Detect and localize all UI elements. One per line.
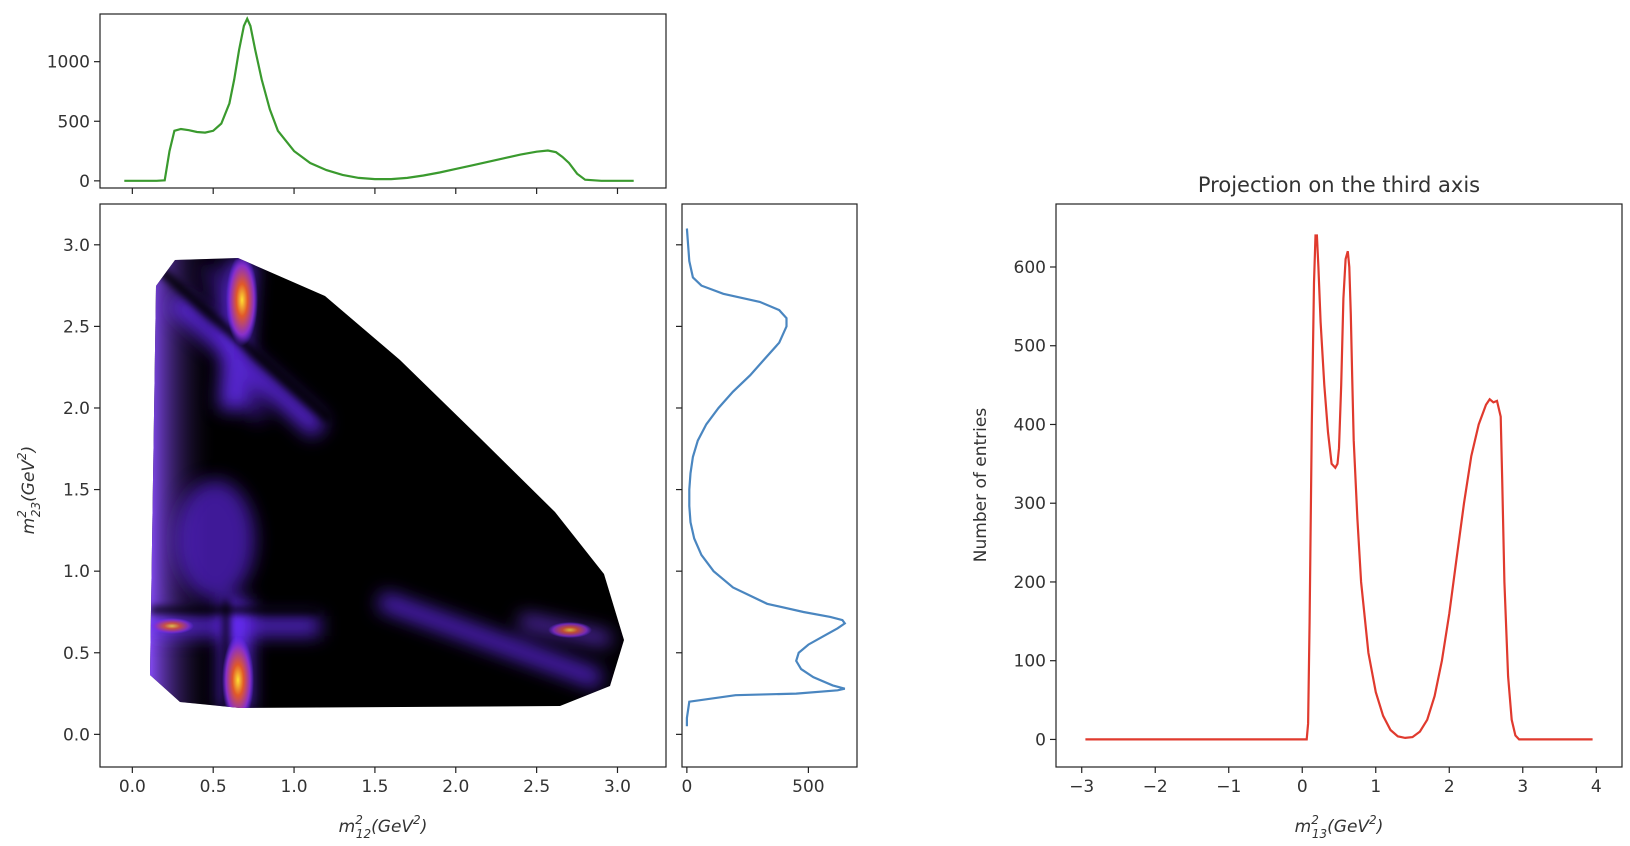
side-y-ticks — [676, 244, 682, 735]
x-tick-label: 500 — [792, 777, 824, 797]
y-tick-label: 500 — [58, 112, 90, 132]
third-axis-panel: Projection on the third axis 0 100 200 300 4… — [971, 173, 1623, 841]
x-tick-label: −1 — [1216, 777, 1241, 797]
x-tick-label: 3.0 — [604, 777, 631, 797]
y-tick-label: 1000 — [47, 53, 90, 73]
y-tick-label: 2.5 — [63, 317, 90, 337]
top-axes-frame — [99, 13, 667, 189]
y-tick-label: 2.0 — [63, 399, 90, 419]
top-projection-panel: 0 500 1000 — [47, 13, 667, 194]
y-tick-label: 500 — [1014, 337, 1046, 357]
band-diagonal-lower — [376, 591, 604, 689]
third-y-ticks: 0 100 200 300 400 500 600 — [1014, 258, 1056, 750]
dalitz-heatmap — [150, 258, 624, 708]
side-projection-panel: 0 500 — [676, 203, 858, 797]
dalitz-panel: 0.0 0.5 1.0 1.5 2.0 2.5 3.0 0.0 0.5 1.0 1.5 2.0 2.5… — [15, 203, 667, 841]
side-projection-line — [685, 228, 847, 727]
side-x-ticks: 0 500 — [681, 767, 825, 797]
x-tick-label: 0 — [681, 777, 692, 797]
x-tick-label: 1.5 — [361, 777, 388, 797]
band-left-middle — [175, 480, 255, 600]
dalitz-y-axis-label: m223(GeV2) — [15, 446, 43, 535]
x-tick-label: 0.0 — [119, 777, 146, 797]
x-tick-label: 1 — [1370, 777, 1381, 797]
hotspot-upper — [226, 258, 258, 346]
dalitz-x-ticks: 0.0 0.5 1.0 1.5 2.0 2.5 3.0 — [119, 767, 631, 797]
y-tick-label: 0 — [79, 172, 90, 192]
x-tick-label: 2 — [1444, 777, 1455, 797]
y-tick-label: 1.0 — [63, 562, 90, 582]
x-tick-label: −3 — [1069, 777, 1094, 797]
y-tick-label: 0.0 — [63, 725, 90, 745]
third-x-axis-label: m2 13(GeV2) — [1295, 813, 1384, 841]
hotspot-right — [548, 622, 592, 638]
x-tick-label: 4 — [1591, 777, 1602, 797]
x-tick-label: 3 — [1517, 777, 1528, 797]
top-projection-line — [124, 16, 634, 182]
third-x-ticks: −3 −2 −1 0 1 2 3 4 — [1069, 767, 1602, 797]
y-tick-label: 600 — [1014, 258, 1046, 278]
y-tick-label: 0 — [1035, 730, 1046, 750]
top-x-ticks — [131, 188, 619, 194]
dalitz-axes-frame — [99, 203, 667, 768]
y-tick-label: 300 — [1014, 494, 1046, 514]
x-tick-label: 2.5 — [523, 777, 550, 797]
x-tick-label: 0.5 — [200, 777, 227, 797]
band-upper-cross — [203, 262, 267, 423]
x-tick-label: −2 — [1143, 777, 1168, 797]
side-axes-frame — [681, 203, 858, 768]
hotspot-lower — [222, 636, 254, 708]
third-y-axis-label: Number of entries — [971, 408, 991, 563]
dalitz-x-axis-label: m2 12(GeV2) — [339, 813, 428, 841]
third-axes-frame — [1055, 203, 1623, 768]
y-tick-label: 100 — [1014, 652, 1046, 672]
dalitz-y-ticks: 0.0 0.5 1.0 1.5 2.0 2.5 3.0 — [63, 236, 100, 745]
third-projection-line — [1085, 234, 1593, 741]
x-tick-label: 1.0 — [281, 777, 308, 797]
hotspot-left — [150, 618, 194, 634]
y-tick-label: 0.5 — [63, 644, 90, 664]
y-tick-label: 3.0 — [63, 236, 90, 256]
third-chart-title: Projection on the third axis — [1198, 173, 1480, 197]
y-tick-label: 1.5 — [63, 481, 90, 501]
x-tick-label: 0 — [1297, 777, 1308, 797]
y-tick-label: 200 — [1014, 573, 1046, 593]
top-y-ticks: 0 500 1000 — [47, 53, 100, 192]
x-tick-label: 2.0 — [442, 777, 469, 797]
y-tick-label: 400 — [1014, 415, 1046, 435]
